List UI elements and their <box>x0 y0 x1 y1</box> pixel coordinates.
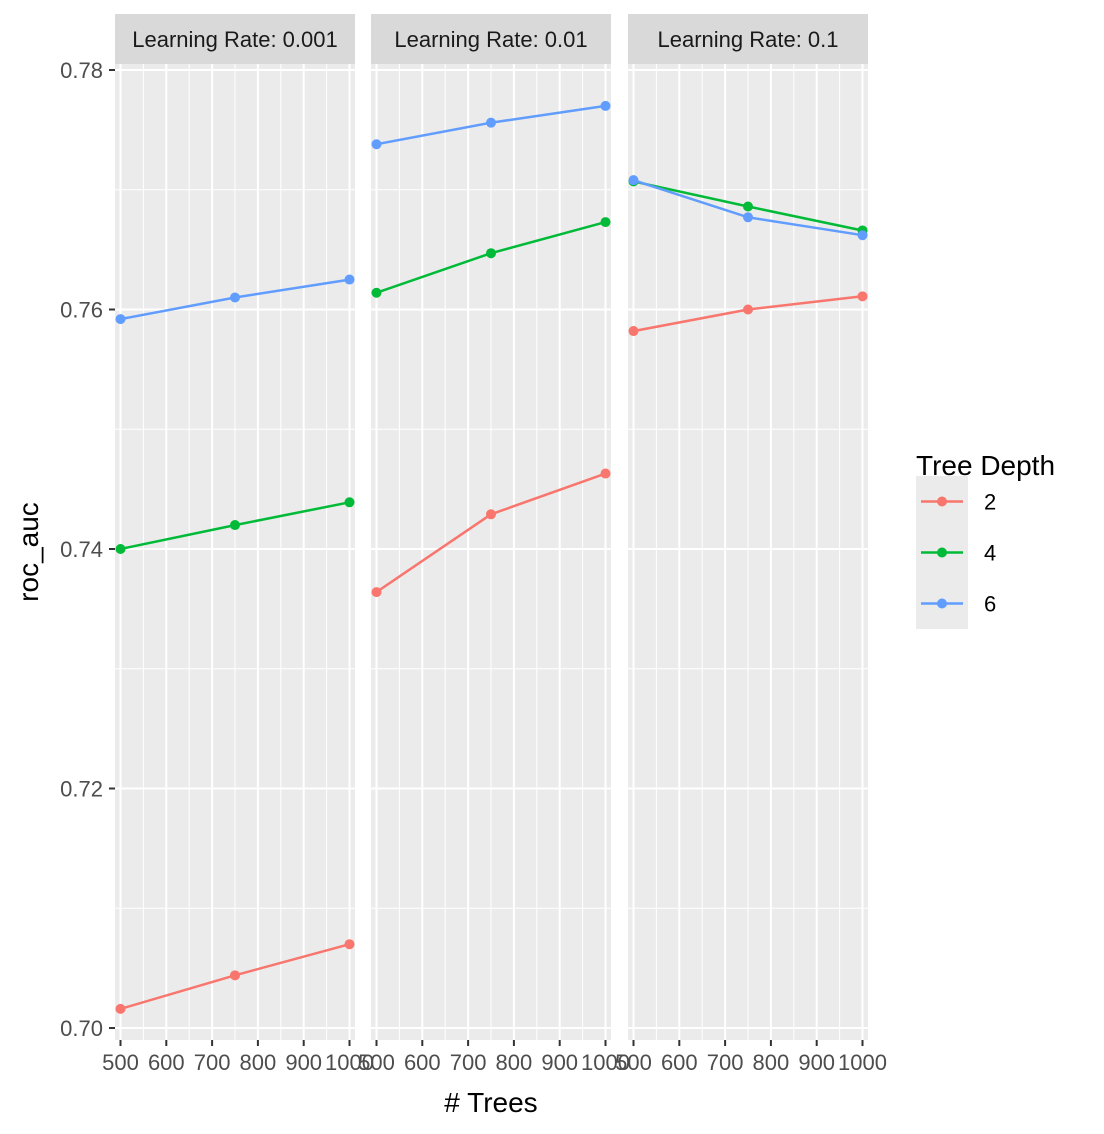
data-point <box>344 274 355 285</box>
panel-strip <box>628 14 868 64</box>
data-point <box>600 468 611 479</box>
panel-3: Learning Rate: 0.1 500 600 700 800 900 1000 <box>615 14 887 1075</box>
data-point <box>486 117 496 128</box>
data-point <box>371 287 382 298</box>
x-tick-label: 900 <box>798 1050 835 1075</box>
y-tick-label: 0.72 <box>60 777 103 802</box>
series-depth-4 <box>371 217 611 298</box>
legend-label: 4 <box>984 541 996 566</box>
data-point <box>371 139 382 150</box>
data-point <box>486 248 496 259</box>
series-depth-6 <box>115 274 355 325</box>
x-tick-label: 500 <box>615 1050 652 1075</box>
data-point <box>743 201 753 212</box>
x-tick-label: 900 <box>285 1050 322 1075</box>
series-depth-2 <box>628 291 868 337</box>
x-tick-label: 600 <box>404 1050 441 1075</box>
panel-strip-label: Learning Rate: 0.001 <box>132 27 338 52</box>
data-point <box>115 1003 126 1014</box>
legend: Tree Depth 2 4 6 <box>916 450 1055 629</box>
x-tick-label: 800 <box>753 1050 790 1075</box>
x-tick-label: 700 <box>450 1050 487 1075</box>
series-depth-6 <box>628 175 868 241</box>
data-point <box>230 520 240 531</box>
data-point <box>344 497 355 508</box>
data-point <box>857 230 868 241</box>
legend-key-point <box>937 598 947 609</box>
data-point <box>743 304 753 315</box>
x-tick-label: 700 <box>707 1050 744 1075</box>
data-point <box>628 326 639 337</box>
x-tick-label: 500 <box>102 1050 139 1075</box>
x-tick-label: 800 <box>240 1050 277 1075</box>
data-point <box>344 939 355 950</box>
x-tick-label: 800 <box>496 1050 533 1075</box>
legend-key-point <box>937 496 947 507</box>
legend-label: 2 <box>984 490 996 515</box>
x-tick-label: 700 <box>194 1050 231 1075</box>
legend-entry: 4 <box>921 541 996 566</box>
x-tick-label: 1000 <box>325 1050 374 1075</box>
data-point <box>857 291 868 302</box>
x-tick-label: 1000 <box>838 1050 887 1075</box>
panel-2: Learning Rate: 0.01 500 600 700 800 900 1000 <box>358 14 630 1075</box>
panel-strip-label: Learning Rate: 0.1 <box>657 27 838 52</box>
x-tick-label: 500 <box>358 1050 395 1075</box>
y-tick-label: 0.78 <box>60 58 103 83</box>
legend-label: 6 <box>984 592 996 617</box>
series-depth-4 <box>115 497 355 555</box>
panel-strip-label: Learning Rate: 0.01 <box>394 27 587 52</box>
y-axis-title: roc_auc <box>13 502 44 602</box>
y-tick-label: 0.70 <box>60 1016 103 1041</box>
series-depth-2 <box>115 939 355 1014</box>
y-tick-label: 0.76 <box>60 297 103 322</box>
legend-entry: 2 <box>921 490 996 515</box>
x-tick-label: 600 <box>148 1050 185 1075</box>
series-depth-6 <box>371 100 611 150</box>
y-tick-label: 0.74 <box>60 537 103 562</box>
data-point <box>230 970 240 981</box>
x-tick-label: 900 <box>541 1050 578 1075</box>
data-point <box>628 175 639 186</box>
legend-entry: 6 <box>921 592 996 617</box>
data-point <box>743 212 753 223</box>
data-point <box>600 100 611 111</box>
data-point <box>371 587 382 598</box>
legend-key-point <box>937 547 947 558</box>
data-point <box>115 314 126 325</box>
x-tick-label: 600 <box>661 1050 698 1075</box>
data-point <box>600 217 611 228</box>
data-point <box>115 544 126 555</box>
panel-1: Learning Rate: 0.001 500 600 700 800 900 1000 <box>102 14 374 1075</box>
y-axis: 0.70 0.72 0.74 0.76 0.78 <box>60 58 115 1041</box>
series-depth-2 <box>371 468 611 598</box>
x-axis-title: # Trees <box>444 1087 537 1118</box>
panel-strip <box>115 14 355 64</box>
panel-strip <box>371 14 611 64</box>
x-tick-label: 1000 <box>581 1050 630 1075</box>
legend-title: Tree Depth <box>916 450 1055 481</box>
data-point <box>230 292 240 303</box>
data-point <box>486 509 496 520</box>
